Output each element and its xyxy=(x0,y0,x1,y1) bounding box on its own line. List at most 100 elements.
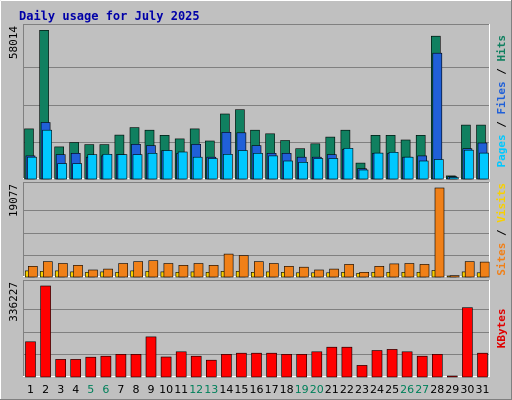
bar-pages-day-27 xyxy=(418,160,429,180)
bar-sites-day-27 xyxy=(419,264,430,278)
bar-sites-day-2 xyxy=(42,261,53,278)
bar-sites-day-22 xyxy=(344,264,354,278)
legend-files: Files xyxy=(495,81,508,114)
bar-kbytes-day-1 xyxy=(25,341,36,378)
bar-pages-day-21 xyxy=(328,158,339,180)
day-label-25: 25 xyxy=(385,383,399,396)
bar-kbytes-day-5 xyxy=(85,356,97,378)
day-label-27: 27 xyxy=(415,383,429,396)
bar-pages-day-22 xyxy=(343,148,354,180)
bar-kbytes-day-25 xyxy=(386,349,398,378)
bar-pages-day-4 xyxy=(72,163,82,180)
bar-pages-day-24 xyxy=(373,152,384,180)
legend-separator: / xyxy=(495,62,508,82)
day-label-17: 17 xyxy=(265,383,279,396)
bar-sites-day-29 xyxy=(449,275,460,278)
bar-pages-day-16 xyxy=(253,153,263,180)
bar-pages-day-17 xyxy=(268,155,278,180)
day-label-10: 10 xyxy=(159,383,173,396)
day-label-4: 4 xyxy=(72,383,79,396)
day-label-11: 11 xyxy=(174,383,188,396)
bar-sites-day-14 xyxy=(223,253,234,278)
bar-sites-day-6 xyxy=(103,268,113,278)
bar-pages-day-13 xyxy=(208,158,218,180)
bar-kbytes-day-30 xyxy=(462,307,473,378)
bar-pages-day-3 xyxy=(57,163,68,180)
bar-sites-day-28 xyxy=(434,187,445,278)
bar-sites-day-12 xyxy=(193,263,204,278)
day-label-20: 20 xyxy=(310,383,324,396)
day-label-13: 13 xyxy=(204,383,218,396)
bar-pages-day-12 xyxy=(192,156,203,180)
bar-sites-day-13 xyxy=(208,264,219,278)
bar-pages-day-15 xyxy=(238,150,248,180)
bar-kbytes-day-22 xyxy=(341,346,353,378)
bar-sites-day-24 xyxy=(374,265,385,278)
bar-sites-day-11 xyxy=(178,264,189,278)
bar-sites-day-25 xyxy=(389,263,400,278)
bar-sites-day-30 xyxy=(464,261,475,278)
bar-sites-day-9 xyxy=(148,260,159,278)
legend-pages: Pages xyxy=(495,134,508,167)
day-label-1: 1 xyxy=(27,383,34,396)
day-label-16: 16 xyxy=(250,383,264,396)
bar-sites-day-19 xyxy=(299,266,309,278)
bar-kbytes-day-15 xyxy=(236,352,247,378)
bar-pages-day-14 xyxy=(223,154,233,180)
bar-sites-day-15 xyxy=(238,255,249,278)
bar-pages-day-10 xyxy=(162,150,173,180)
legend-kbytes: KBytes xyxy=(495,309,508,349)
chart-panels: 58014 Pages / Files / Hits 19077 Sites / Vi… xyxy=(7,24,508,378)
panel-1-ymax-label: 58014 xyxy=(7,26,20,59)
day-label-30: 30 xyxy=(460,383,474,396)
day-label-8: 8 xyxy=(133,383,140,396)
bar-kbytes-day-18 xyxy=(281,353,292,378)
legend-separator: / xyxy=(495,115,508,135)
bar-pages-day-26 xyxy=(403,156,414,180)
bar-sites-day-7 xyxy=(118,263,128,278)
bar-kbytes-day-19 xyxy=(296,353,308,378)
bar-pages-day-28 xyxy=(433,159,444,180)
bar-kbytes-day-12 xyxy=(190,355,202,378)
bar-sites-day-18 xyxy=(284,265,294,278)
panel-2-legend: Sites / Visits xyxy=(495,183,508,276)
bar-pages-day-8 xyxy=(132,154,143,180)
legend-separator: / xyxy=(495,223,508,243)
bar-pages-day-1 xyxy=(27,156,37,180)
bar-kbytes-day-3 xyxy=(55,359,67,378)
bar-pages-day-23 xyxy=(358,169,369,180)
day-label-31: 31 xyxy=(476,383,490,396)
bar-pages-day-19 xyxy=(298,162,309,180)
day-label-26: 26 xyxy=(400,383,414,396)
day-label-21: 21 xyxy=(325,383,339,396)
day-label-2: 2 xyxy=(42,383,49,396)
day-label-14: 14 xyxy=(219,383,233,396)
bar-sites-day-1 xyxy=(27,265,38,278)
day-label-3: 3 xyxy=(57,383,64,396)
bar-kbytes-day-10 xyxy=(160,356,172,378)
bar-kbytes-day-14 xyxy=(221,353,232,378)
bar-kbytes-day-20 xyxy=(311,351,323,378)
day-label-9: 9 xyxy=(148,383,155,396)
bar-pages-day-18 xyxy=(283,160,293,180)
day-label-28: 28 xyxy=(430,383,444,396)
day-label-22: 22 xyxy=(340,383,354,396)
day-labels: 1 2 3 4 5 6 7 8 9 10 11 12 13 14 15 16 17 18 19 20 21 22 23 24 2… xyxy=(27,383,490,396)
day-label-15: 15 xyxy=(234,383,248,396)
bar-sites-day-23 xyxy=(359,271,370,278)
bar-sites-day-10 xyxy=(163,263,174,278)
day-label-23: 23 xyxy=(355,383,369,396)
bar-pages-day-7 xyxy=(117,154,128,180)
bar-sites-day-26 xyxy=(404,263,415,278)
bar-kbytes-day-28 xyxy=(431,353,443,378)
panel-1-legend: Pages / Files / Hits xyxy=(495,35,508,168)
bar-kbytes-day-23 xyxy=(356,365,368,378)
bar-kbytes-day-26 xyxy=(401,351,413,378)
bar-kbytes-day-17 xyxy=(266,352,277,378)
bar-kbytes-day-4 xyxy=(70,359,81,378)
bar-kbytes-day-31 xyxy=(477,352,488,378)
day-label-29: 29 xyxy=(445,383,459,396)
bar-sites-day-21 xyxy=(329,268,339,278)
legend-hits: Hits xyxy=(495,35,508,62)
day-label-12: 12 xyxy=(189,383,203,396)
